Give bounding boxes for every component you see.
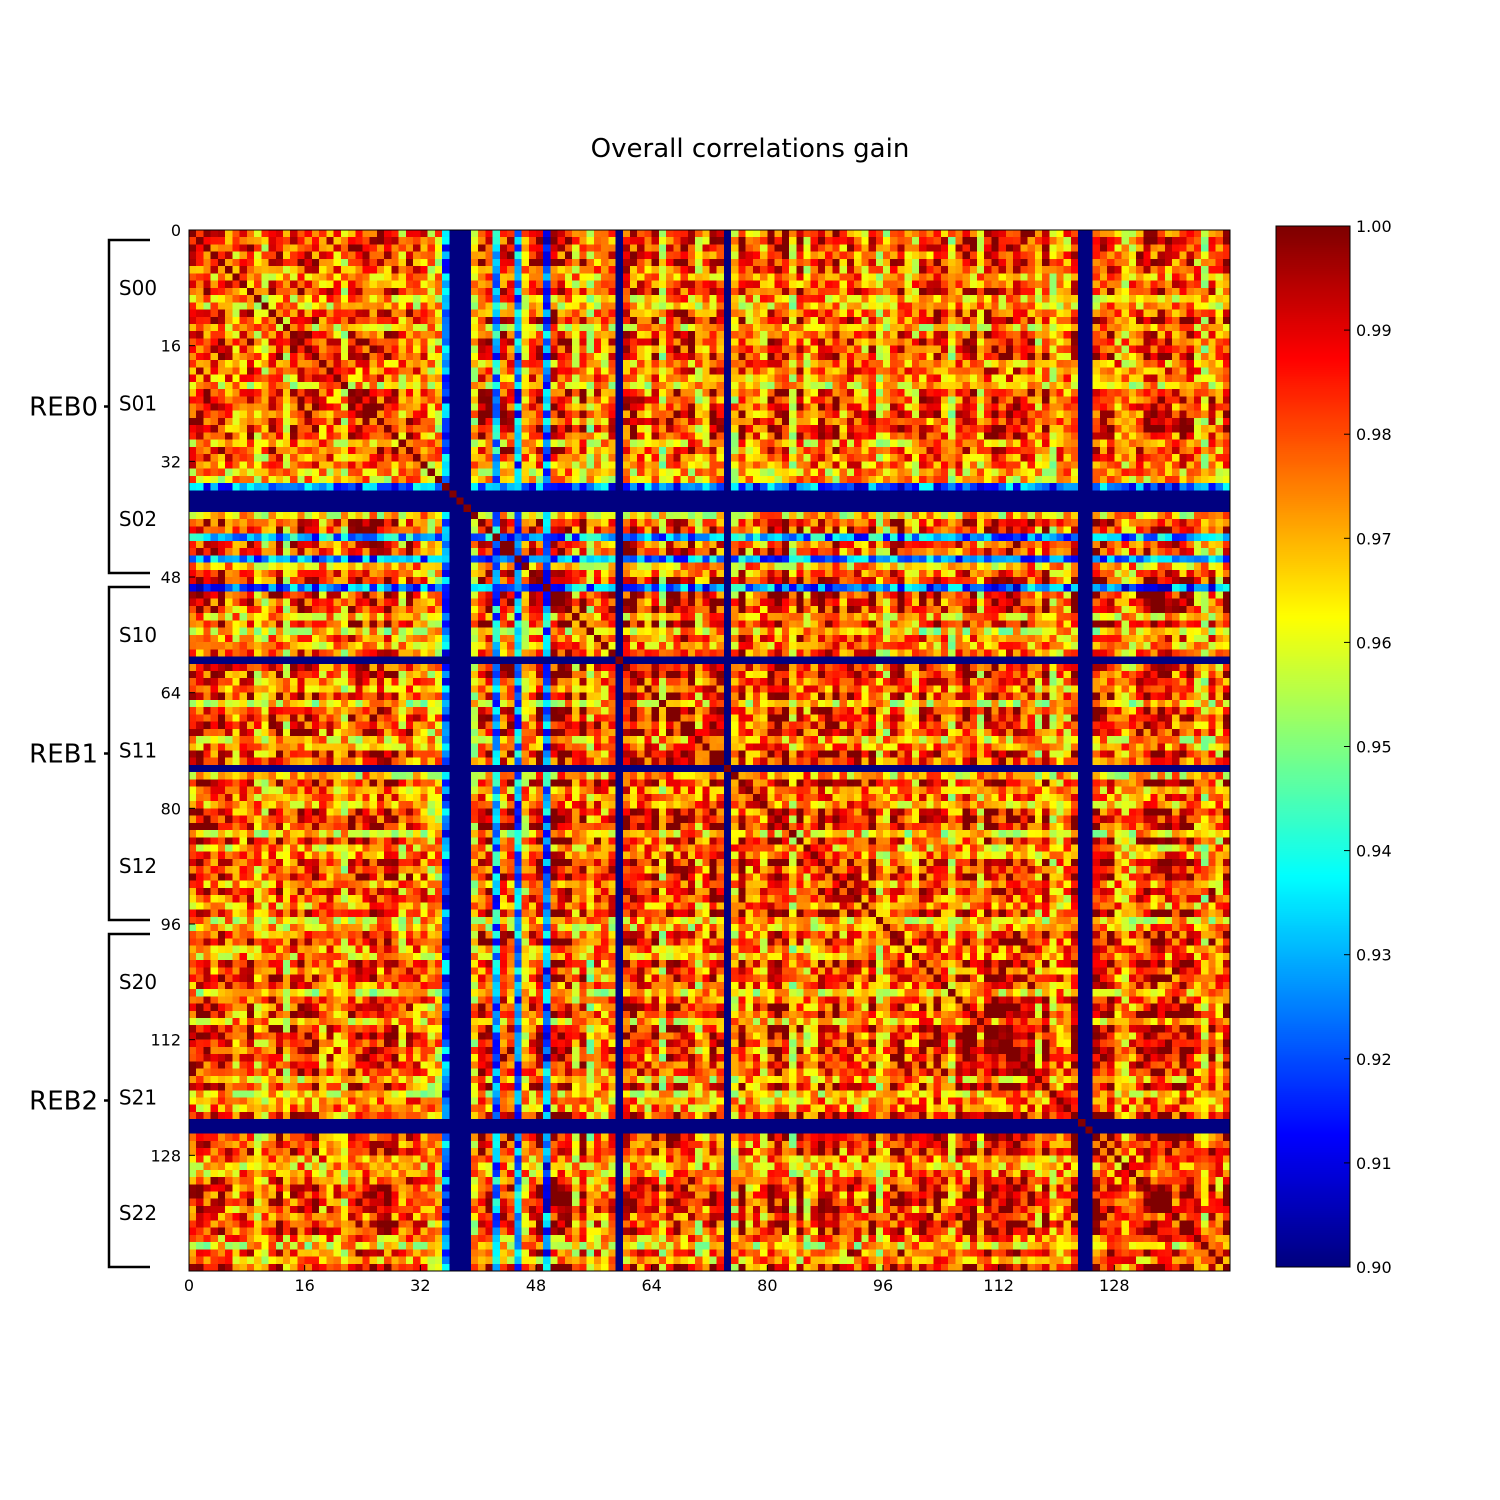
colorbar-tick-label: 0.98 xyxy=(1356,425,1392,444)
colorbar-tick-label: 0.93 xyxy=(1356,946,1392,965)
x-tick-label: 0 xyxy=(184,1276,194,1295)
colorbar-tick-label: 0.95 xyxy=(1356,738,1392,757)
segment-label: S21 xyxy=(119,1086,157,1110)
colorbar-tick-label: 0.92 xyxy=(1356,1050,1392,1069)
y-tick-label: 32 xyxy=(161,452,181,471)
segment-label: S02 xyxy=(119,507,157,531)
segment-label: S01 xyxy=(119,392,157,416)
y-tick-label: 0 xyxy=(171,221,181,240)
heatmap-cells xyxy=(189,230,1230,1271)
segment-label: S20 xyxy=(119,970,157,994)
x-tick-label: 96 xyxy=(873,1276,893,1295)
segment-label: S22 xyxy=(119,1201,157,1225)
x-tick-label: 16 xyxy=(294,1276,314,1295)
y-tick-label: 48 xyxy=(161,568,181,587)
y-tick-label: 16 xyxy=(161,337,181,356)
colorbar-tick-label: 0.94 xyxy=(1356,842,1392,861)
group-label: REB1 xyxy=(29,740,98,770)
x-tick-label: 64 xyxy=(641,1276,661,1295)
y-tick-label: 128 xyxy=(150,1146,181,1165)
x-axis-ticks: 0 16 32 48 64 80 96 112 128 xyxy=(184,1265,1130,1295)
plot-frame xyxy=(188,229,1231,1272)
y-tick-label: 64 xyxy=(161,684,181,703)
x-tick-label: 80 xyxy=(757,1276,777,1295)
colorbar-tick-label: 0.91 xyxy=(1356,1154,1392,1173)
colorbar-tick-label: 0.96 xyxy=(1356,633,1392,652)
colorbar-ticks: 0.90 0.91 0.92 0.93 0.94 0.95 0.96 0.97 0.98 0.99… xyxy=(1344,217,1392,1277)
colorbar-tick-label: 0.99 xyxy=(1356,321,1392,340)
x-tick-label: 48 xyxy=(526,1276,546,1295)
y-tick-label: 96 xyxy=(161,915,181,934)
y-tick-label: 80 xyxy=(161,799,181,818)
segment-label: S10 xyxy=(119,623,157,647)
colorbar-tick-label: 0.90 xyxy=(1356,1258,1392,1277)
x-tick-label: 112 xyxy=(983,1276,1014,1295)
group-bracket xyxy=(104,932,150,1269)
x-tick-label: 128 xyxy=(1099,1276,1130,1295)
colorbar-tick-label: 0.97 xyxy=(1356,529,1392,548)
colorbar-gradient xyxy=(1276,226,1350,1267)
group-bracket xyxy=(104,238,150,575)
segment-label: S11 xyxy=(119,739,157,763)
group-label: REB0 xyxy=(29,393,98,423)
chart-title: Overall correlations gain xyxy=(591,134,910,164)
segment-label: S00 xyxy=(119,276,157,300)
x-tick-label: 32 xyxy=(410,1276,430,1295)
colorbar-tick-label: 1.00 xyxy=(1356,217,1392,236)
y-tick-label: 112 xyxy=(150,1031,181,1050)
group-label: REB2 xyxy=(29,1087,98,1117)
segment-label: S12 xyxy=(119,854,157,878)
segment-annotations: S00 S01 S02 S10 S11 S12 S20 S21 S22 REB0 REB1 REB2 xyxy=(29,238,157,1269)
y-axis-ticks: 0 16 32 48 64 80 96 112 128 xyxy=(150,221,195,1165)
group-bracket xyxy=(104,585,150,922)
